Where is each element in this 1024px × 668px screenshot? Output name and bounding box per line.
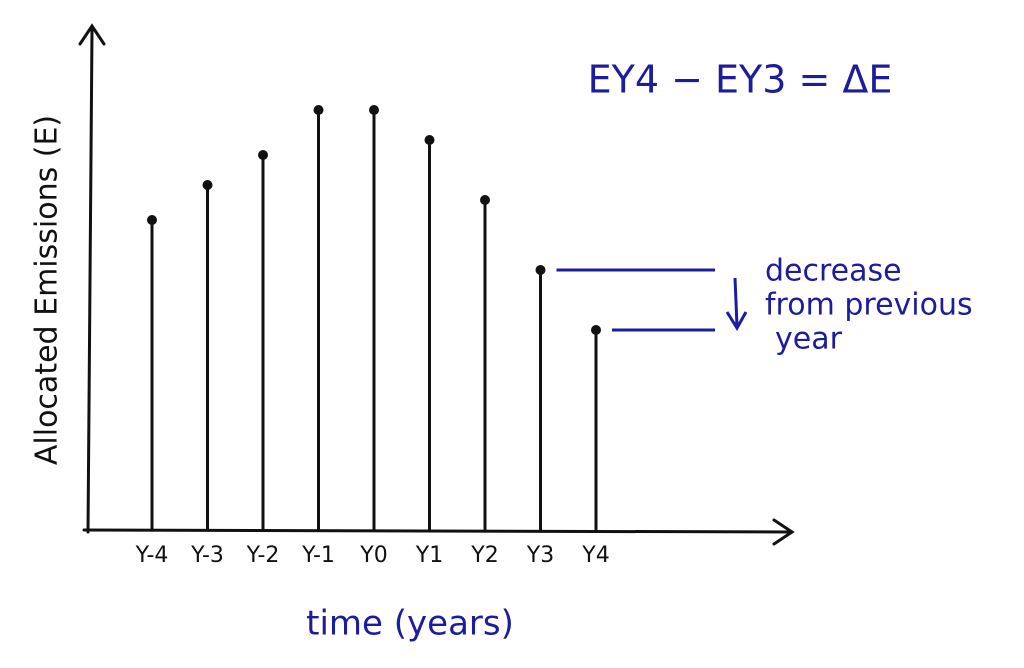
annotation-line: from previous (765, 288, 973, 323)
annotation-line: decrease (765, 254, 902, 289)
stem-head (535, 265, 546, 275)
x-tick-label: Y-1 (301, 543, 335, 568)
x-tick-label: Y-4 (135, 543, 169, 568)
x-tick-label: Y1 (415, 543, 443, 568)
x-tick-label: Y-3 (190, 543, 224, 568)
x-tick-label: Y2 (470, 543, 498, 568)
x-tick-label: Y-2 (246, 543, 280, 568)
stem-head (424, 135, 435, 145)
stem-head (313, 105, 324, 115)
stem-head (202, 180, 213, 190)
stem-head (369, 105, 379, 115)
x-tick-label: Y0 (359, 543, 387, 568)
decrease-arrow (725, 277, 748, 331)
annotation-line: year (775, 322, 843, 357)
y-axis-label: Allocated Emissions (E) (30, 115, 65, 465)
stem-head (591, 325, 601, 335)
stem-head (480, 195, 490, 205)
x-tick-label: Y4 (581, 543, 609, 568)
x-axis-label: time (years) (306, 604, 514, 644)
x-tick-label: Y3 (526, 543, 554, 568)
equation: EY4 − EY3 = ΔE (588, 58, 893, 102)
x-axis (82, 518, 795, 546)
y-axis (78, 23, 106, 534)
stem-head (258, 150, 268, 160)
stem-head (147, 215, 157, 225)
